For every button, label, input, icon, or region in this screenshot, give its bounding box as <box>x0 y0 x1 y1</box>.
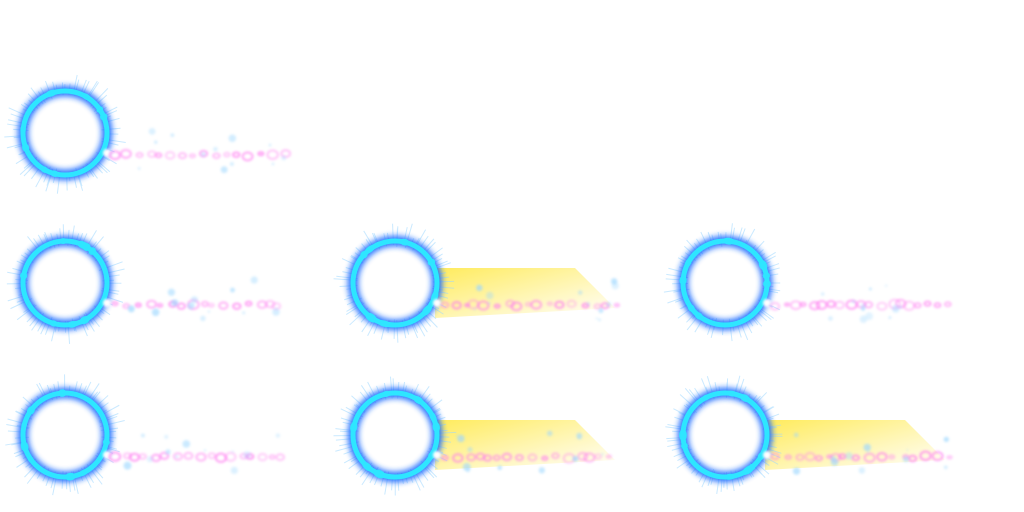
sprite-frame-3 <box>345 220 645 360</box>
light-beam <box>765 420 945 470</box>
portal-ring-core <box>23 393 107 477</box>
portal-ring-sprite <box>345 220 645 360</box>
portal-ring-core <box>23 91 107 175</box>
portal-ring-sprite <box>675 220 975 360</box>
portal-ring-sprite <box>345 372 645 512</box>
portal-ring-core <box>683 393 767 477</box>
portal-ring-sprite <box>15 220 315 360</box>
spark-trail <box>110 434 284 475</box>
sprite-frame-6 <box>345 372 645 512</box>
portal-ring-sprite <box>15 70 315 210</box>
sprite-frame-1 <box>15 70 315 210</box>
sprite-frame-5 <box>15 372 315 512</box>
sprite-frame-2 <box>15 220 315 360</box>
spark-trail <box>771 285 951 323</box>
sprite-frame-7 <box>675 372 975 512</box>
portal-ring-sprite <box>15 372 315 512</box>
light-beam <box>435 268 615 318</box>
portal-ring-sprite <box>675 372 975 512</box>
light-beam <box>435 420 615 470</box>
spark-trail <box>112 276 280 321</box>
spark-trail <box>110 128 290 173</box>
sprite-frame-4 <box>675 220 975 360</box>
